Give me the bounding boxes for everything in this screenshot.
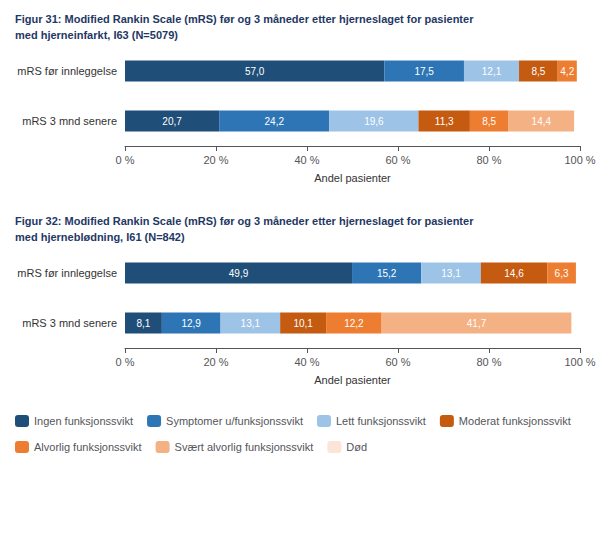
svg-text:Ingen funksjonssvikt: Ingen funksjonssvikt — [34, 415, 133, 427]
svg-text:Figur 32: Modified Rankin Scal: Figur 32: Modified Rankin Scale (mRS) fø… — [15, 215, 474, 227]
svg-text:Alvorlig funksjonssvikt: Alvorlig funksjonssvikt — [34, 441, 142, 453]
svg-text:Lett funksjonssvikt: Lett funksjonssvikt — [336, 415, 426, 427]
svg-text:6,3: 6,3 — [555, 268, 569, 279]
svg-text:13,1: 13,1 — [241, 318, 261, 329]
svg-text:60 %: 60 % — [385, 154, 410, 166]
svg-text:Svært alvorlig funksjonssvikt: Svært alvorlig funksjonssvikt — [175, 441, 314, 453]
svg-text:Figur 31: Modified Rankin Scal: Figur 31: Modified Rankin Scale (mRS) fø… — [15, 13, 474, 25]
svg-text:60 %: 60 % — [385, 356, 410, 368]
svg-text:Symptomer u/funksjonssvikt: Symptomer u/funksjonssvikt — [166, 415, 303, 427]
svg-text:mRS før innleggelse: mRS før innleggelse — [17, 65, 117, 77]
svg-text:20 %: 20 % — [203, 356, 228, 368]
svg-text:12,2: 12,2 — [344, 318, 364, 329]
svg-text:57,0: 57,0 — [245, 66, 265, 77]
svg-text:8,5: 8,5 — [531, 66, 545, 77]
svg-text:41,7: 41,7 — [467, 318, 487, 329]
svg-text:med hjerneblødning, I61 (N=842: med hjerneblødning, I61 (N=842) — [15, 231, 185, 243]
svg-text:40 %: 40 % — [294, 154, 319, 166]
svg-text:20,7: 20,7 — [162, 116, 182, 127]
svg-text:15,2: 15,2 — [377, 268, 397, 279]
svg-text:0 %: 0 % — [116, 154, 135, 166]
svg-text:med hjerneinfarkt, I63 (N=5079: med hjerneinfarkt, I63 (N=5079) — [15, 29, 178, 41]
svg-text:24,2: 24,2 — [265, 116, 285, 127]
svg-text:13,1: 13,1 — [441, 268, 461, 279]
svg-text:11,3: 11,3 — [435, 116, 454, 127]
svg-text:14,6: 14,6 — [504, 268, 524, 279]
svg-text:40 %: 40 % — [294, 356, 319, 368]
svg-text:17,5: 17,5 — [414, 66, 434, 77]
svg-text:12,9: 12,9 — [181, 318, 201, 329]
svg-text:80 %: 80 % — [476, 356, 501, 368]
svg-text:100 %: 100 % — [564, 356, 595, 368]
svg-text:Andel pasienter: Andel pasienter — [314, 374, 391, 386]
svg-text:100 %: 100 % — [564, 154, 595, 166]
svg-text:mRS før innleggelse: mRS før innleggelse — [17, 267, 117, 279]
svg-text:4,2: 4,2 — [560, 66, 574, 77]
svg-text:Død: Død — [346, 441, 367, 453]
svg-text:8,5: 8,5 — [482, 116, 496, 127]
svg-text:mRS 3 mnd senere: mRS 3 mnd senere — [22, 317, 117, 329]
svg-text:49,9: 49,9 — [229, 268, 249, 279]
svg-text:14,4: 14,4 — [532, 116, 552, 127]
svg-text:10,1: 10,1 — [293, 318, 313, 329]
svg-text:0 %: 0 % — [116, 356, 135, 368]
svg-text:80 %: 80 % — [476, 154, 501, 166]
svg-text:Andel pasienter: Andel pasienter — [314, 172, 391, 184]
svg-text:20 %: 20 % — [203, 154, 228, 166]
svg-text:8,1: 8,1 — [136, 318, 150, 329]
svg-text:19,6: 19,6 — [364, 116, 384, 127]
svg-text:mRS 3 mnd senere: mRS 3 mnd senere — [22, 115, 117, 127]
svg-text:12,1: 12,1 — [482, 66, 502, 77]
svg-text:Moderat funksjonssvikt: Moderat funksjonssvikt — [459, 415, 571, 427]
